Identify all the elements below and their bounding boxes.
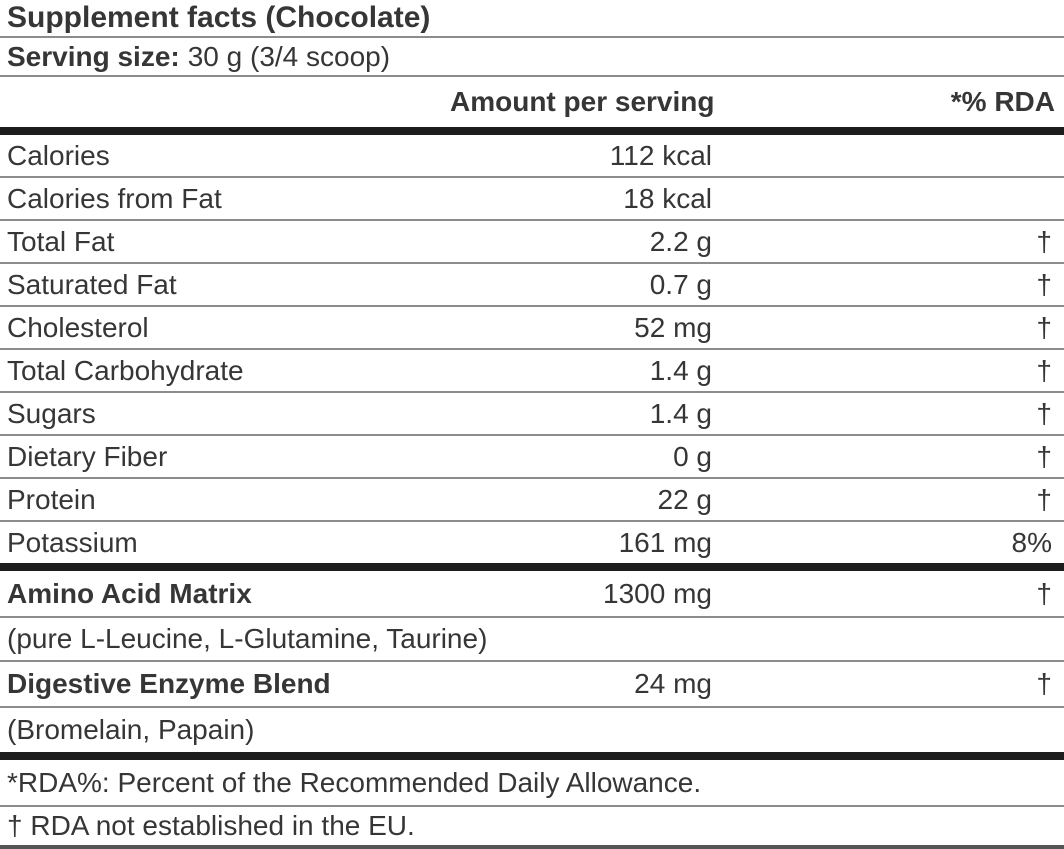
nutrient-amount: 112 kcal: [609, 139, 712, 171]
nutrient-name: Total Carbohydrate: [7, 354, 244, 386]
blend-rda: †: [1036, 577, 1052, 609]
nutrient-rda: †: [1036, 397, 1052, 429]
table-row: Sugars 1.4 g †: [0, 393, 1064, 436]
table-row: Digestive Enzyme Blend 24 mg †: [0, 662, 1064, 708]
nutrient-name: Calories: [7, 139, 110, 171]
nutrient-amount: 0 g: [673, 440, 712, 472]
nutrient-name: Cholesterol: [7, 311, 149, 343]
nutrient-rda: †: [1036, 354, 1052, 386]
nutrient-rda: †: [1036, 225, 1052, 257]
blend-name: Amino Acid Matrix: [7, 577, 252, 609]
nutrient-amount: 1.4 g: [649, 354, 712, 386]
table-row: Saturated Fat 0.7 g †: [0, 264, 1064, 307]
nutrient-rda: †: [1036, 440, 1052, 472]
page-title: Supplement facts (Chocolate): [0, 0, 1064, 38]
serving-size: Serving size: 30 g (3/4 scoop): [0, 38, 1064, 77]
table-row: Calories 112 kcal: [0, 135, 1064, 178]
blend-name: Digestive Enzyme Blend: [7, 668, 331, 699]
serving-size-label: Serving size:: [7, 40, 180, 72]
nutrient-rda: †: [1036, 483, 1052, 515]
bottom-edge-line: [0, 845, 1064, 849]
nutrient-rda: †: [1036, 311, 1052, 343]
table-row: Cholesterol 52 mg †: [0, 307, 1064, 350]
column-header-rda: *% RDA: [950, 86, 1055, 117]
nutrient-name: Dietary Fiber: [7, 440, 168, 472]
nutrient-name: Protein: [7, 483, 96, 515]
table-row: Total Fat 2.2 g †: [0, 221, 1064, 264]
nutrient-rda: 8%: [1011, 526, 1052, 558]
table-row: Dietary Fiber 0 g †: [0, 436, 1064, 479]
table-row: Total Carbohydrate 1.4 g †: [0, 350, 1064, 393]
blend-amount: 24 mg: [634, 668, 712, 699]
nutrient-amount: 0.7 g: [649, 268, 712, 300]
nutrient-name: Total Fat: [7, 225, 115, 257]
footnote-rda-definition: *RDA%: Percent of the Recommended Daily …: [0, 760, 1064, 807]
table-row: Amino Acid Matrix 1300 mg †: [0, 571, 1064, 618]
table-row: Protein 22 g †: [0, 479, 1064, 522]
column-header-amount: Amount per serving: [450, 86, 715, 117]
nutrient-amount: 1.4 g: [649, 397, 712, 429]
nutrient-amount: 18 kcal: [623, 182, 712, 214]
blend-rda: †: [1036, 668, 1052, 699]
blend-ingredients: (pure L-Leucine, L-Glutamine, Taurine): [0, 618, 1064, 662]
nutrient-name: Potassium: [7, 526, 138, 558]
nutrient-amount: 2.2 g: [649, 225, 712, 257]
nutrient-amount: 22 g: [657, 483, 713, 515]
footnote-dagger-definition: † RDA not established in the EU.: [7, 810, 415, 841]
blend-ingredients: (Bromelain, Papain): [0, 708, 1064, 760]
table-header: Amount per serving *% RDA: [0, 77, 1064, 135]
nutrient-rda: †: [1036, 268, 1052, 300]
nutrient-name: Calories from Fat: [7, 182, 222, 214]
nutrient-amount: 161 mg: [618, 526, 712, 558]
nutrient-name: Saturated Fat: [7, 268, 177, 300]
table-row: Potassium 161 mg 8%: [0, 522, 1064, 571]
table-row: Calories from Fat 18 kcal: [0, 178, 1064, 221]
nutrient-amount: 52 mg: [634, 311, 712, 343]
serving-size-value: 30 g (3/4 scoop): [187, 40, 391, 72]
nutrient-name: Sugars: [7, 397, 96, 429]
blend-amount: 1300 mg: [603, 577, 712, 609]
